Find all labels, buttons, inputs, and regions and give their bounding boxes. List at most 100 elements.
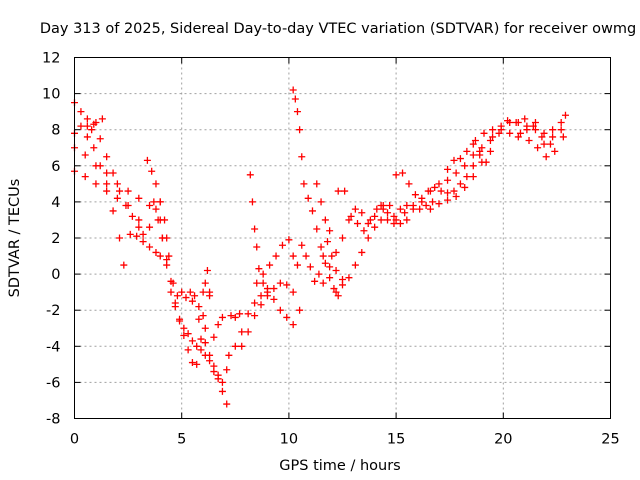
data-point <box>139 238 147 246</box>
data-point <box>143 156 151 164</box>
data-point <box>371 212 379 220</box>
data-point <box>531 118 539 126</box>
y-tick-label: -2 <box>46 303 60 319</box>
data-point <box>334 187 342 195</box>
data-point <box>546 140 554 148</box>
data-point <box>330 285 338 293</box>
series-track-10 <box>188 292 231 374</box>
data-point <box>270 285 278 293</box>
data-point <box>116 234 124 242</box>
data-point <box>148 167 156 175</box>
data-point <box>283 281 291 289</box>
data-point <box>339 234 346 242</box>
data-point <box>81 173 89 181</box>
data-point <box>83 133 91 141</box>
data-point <box>489 126 497 134</box>
data-point <box>323 238 331 246</box>
data-point <box>92 118 100 126</box>
data-point <box>435 180 443 188</box>
data-point <box>178 288 186 296</box>
data-point <box>302 252 310 260</box>
y-tick-label: -8 <box>46 412 60 428</box>
data-point <box>516 129 524 137</box>
y-tick-label: 12 <box>42 51 60 67</box>
data-point <box>561 111 569 119</box>
data-point <box>300 180 308 188</box>
data-point <box>103 153 111 161</box>
y-tick-label: -6 <box>46 375 60 391</box>
grid-lines <box>74 57 611 419</box>
data-point <box>201 279 209 287</box>
data-point <box>236 310 244 318</box>
data-point <box>315 270 323 278</box>
data-point <box>478 144 486 152</box>
data-point <box>195 303 203 311</box>
data-point <box>351 205 359 213</box>
data-point <box>173 292 181 300</box>
series-track-7 <box>143 156 207 320</box>
data-point <box>244 328 252 336</box>
data-point <box>469 173 477 181</box>
data-point <box>223 366 231 374</box>
data-point <box>193 342 201 350</box>
data-point <box>103 169 111 177</box>
data-point <box>358 248 366 256</box>
data-point <box>266 261 274 269</box>
data-point <box>450 187 458 195</box>
data-point <box>176 317 184 325</box>
series-track-17 <box>289 86 342 300</box>
series-track-30 <box>504 115 554 148</box>
data-point <box>557 126 565 134</box>
series-track-9 <box>158 234 231 408</box>
data-points <box>71 86 569 408</box>
data-point <box>332 266 340 274</box>
data-point <box>523 126 531 134</box>
data-point <box>77 108 85 116</box>
data-point <box>171 303 179 311</box>
data-point <box>278 241 286 249</box>
data-point <box>542 153 550 161</box>
data-point <box>203 266 211 274</box>
data-point <box>81 151 89 159</box>
data-point <box>126 230 134 238</box>
data-point <box>296 306 304 314</box>
data-point <box>210 368 218 376</box>
data-point <box>293 108 301 116</box>
data-point <box>390 220 398 228</box>
data-point <box>306 263 314 271</box>
data-point <box>199 312 207 320</box>
data-point <box>332 248 340 256</box>
data-point <box>418 198 426 206</box>
data-point <box>77 122 85 130</box>
data-point <box>426 205 434 213</box>
series-track-5 <box>83 115 106 141</box>
data-point <box>366 216 374 224</box>
data-point <box>435 200 443 208</box>
data-point <box>289 321 297 329</box>
data-point <box>165 252 173 260</box>
data-point <box>525 137 533 145</box>
data-point <box>405 180 413 188</box>
data-point <box>452 169 460 177</box>
data-point <box>358 209 366 217</box>
y-tick-label: 4 <box>51 195 60 211</box>
data-point <box>199 288 207 296</box>
data-point <box>206 351 214 359</box>
y-tick-label: 0 <box>51 267 60 283</box>
data-point <box>98 115 106 123</box>
data-point <box>557 118 565 126</box>
data-point <box>469 162 477 170</box>
data-point <box>283 313 291 321</box>
data-point <box>257 292 265 300</box>
data-point <box>197 335 205 343</box>
series-track-20 <box>319 202 411 287</box>
x-tick-label: 15 <box>387 432 405 448</box>
data-point <box>482 158 490 166</box>
y-axis-label: SDTVAR / TECUs <box>7 179 23 298</box>
data-point <box>345 216 353 224</box>
data-point <box>401 209 409 217</box>
y-tick-label: -4 <box>46 339 60 355</box>
series-track-24 <box>392 129 503 224</box>
data-point <box>444 176 452 184</box>
